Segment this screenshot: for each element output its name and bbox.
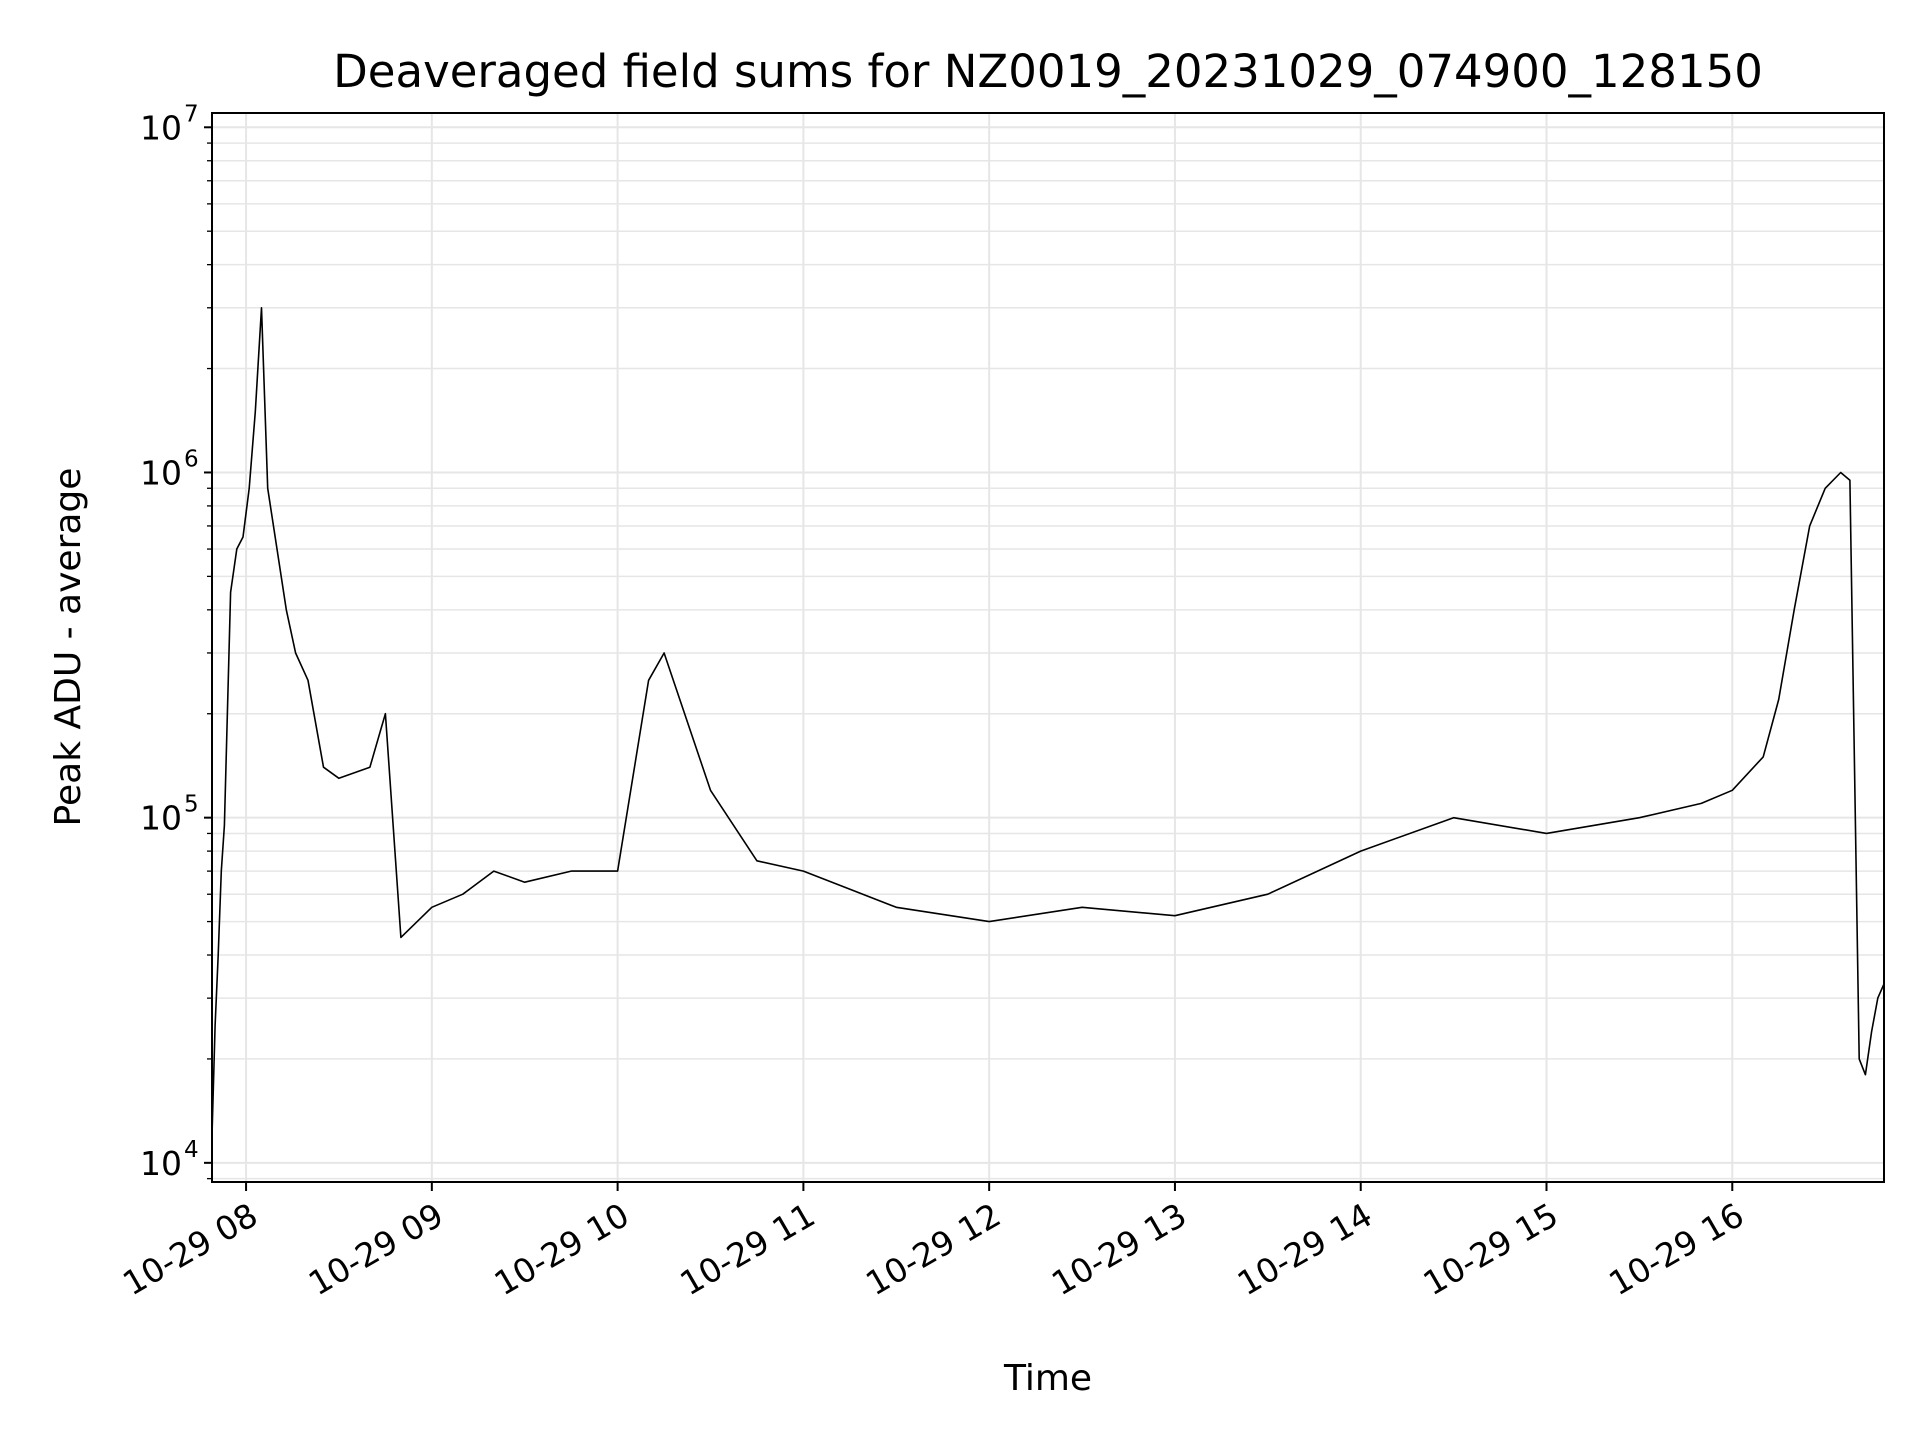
y-tick-label: 10 [140,799,182,838]
y-tick-label: 10 [140,453,182,492]
y-tick-label: 10 [140,1144,182,1183]
y-tick-label: 10 [140,108,182,147]
y-axis-label: Peak ADU - average [48,468,89,827]
series-line [211,306,1885,1136]
y-tick-exponent: 7 [184,101,199,127]
x-axis-label: Time [1003,1358,1092,1399]
y-tick-exponent: 6 [184,446,199,472]
chart-title: Deaveraged field sums for NZ0019_2023102… [333,45,1763,98]
y-tick-exponent: 5 [184,792,199,818]
y-tick-exponent: 4 [184,1137,199,1163]
plot-frame [211,112,1885,1183]
